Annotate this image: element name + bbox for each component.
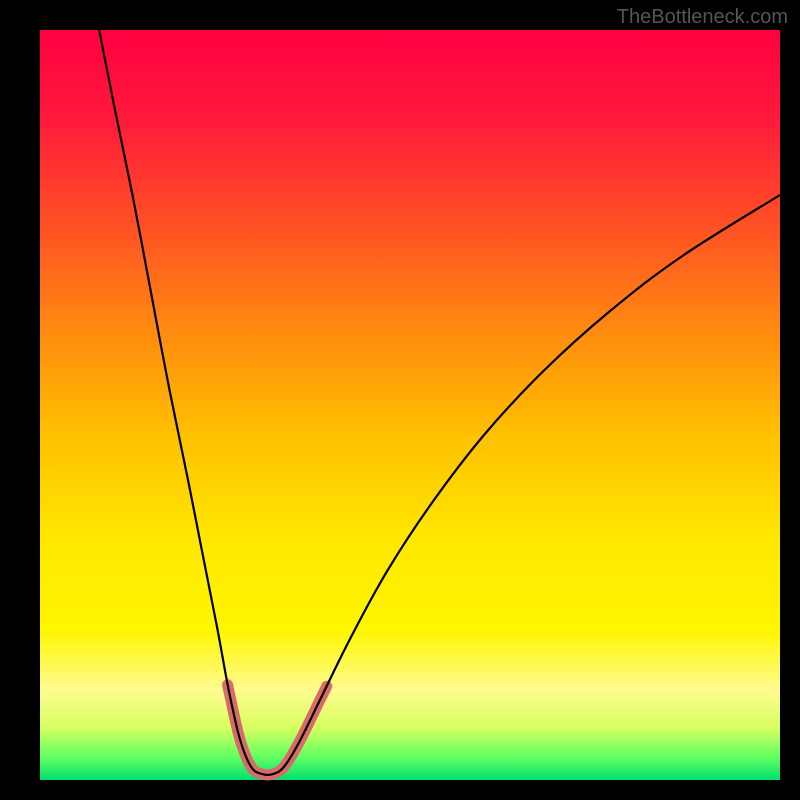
watermark-text: TheBottleneck.com [617, 6, 788, 29]
bottleneck-chart [0, 0, 800, 800]
chart-container: TheBottleneck.com [0, 0, 800, 800]
plot-background [40, 30, 780, 780]
